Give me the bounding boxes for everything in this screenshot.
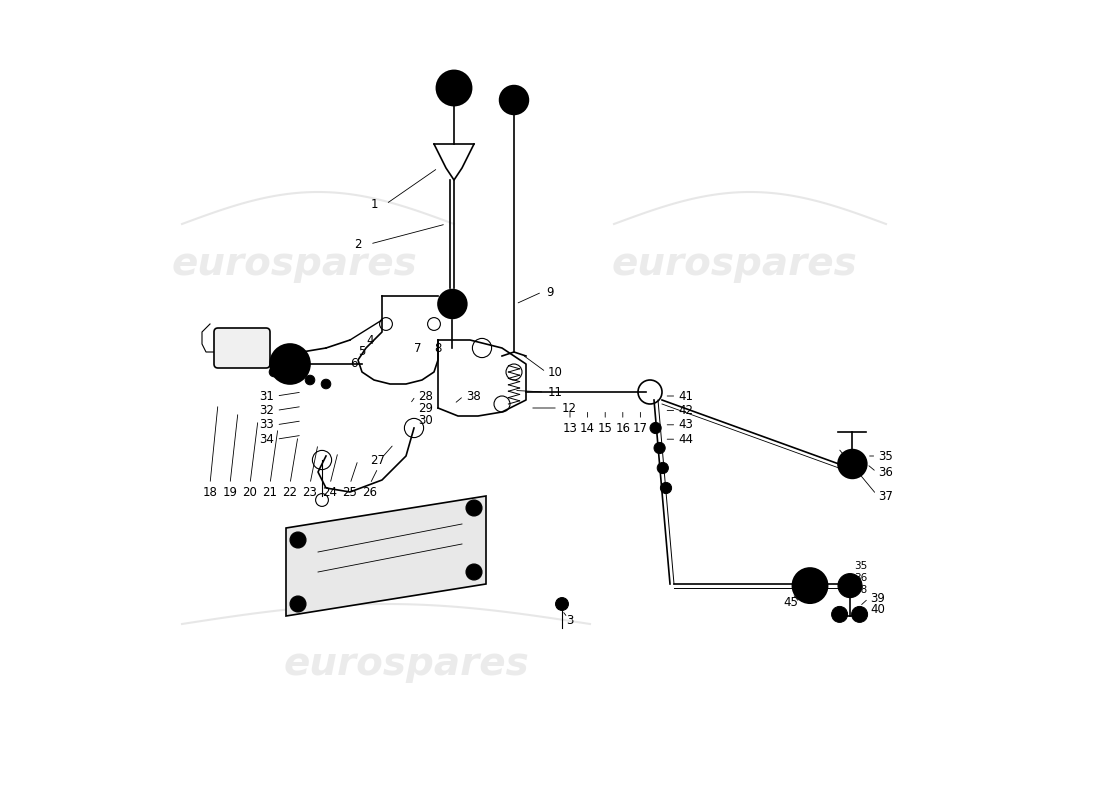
Text: 7: 7 — [415, 342, 421, 354]
Text: 29: 29 — [418, 402, 433, 414]
Circle shape — [801, 576, 820, 595]
Text: 6: 6 — [350, 358, 358, 370]
Text: 5: 5 — [359, 346, 365, 358]
Text: 30: 30 — [418, 414, 432, 426]
Circle shape — [846, 458, 859, 470]
Circle shape — [466, 500, 482, 516]
Text: 41: 41 — [678, 390, 693, 402]
Text: 35: 35 — [878, 450, 893, 462]
Circle shape — [270, 344, 310, 384]
Circle shape — [290, 596, 306, 612]
Circle shape — [270, 367, 278, 377]
Text: 38: 38 — [854, 585, 867, 594]
Circle shape — [657, 462, 669, 474]
Text: 26: 26 — [363, 486, 377, 498]
Text: 38: 38 — [466, 390, 481, 402]
Text: 22: 22 — [283, 486, 297, 498]
Text: 20: 20 — [243, 486, 257, 498]
Text: 9: 9 — [546, 286, 553, 298]
Circle shape — [438, 290, 466, 318]
Text: 25: 25 — [342, 486, 358, 498]
Circle shape — [838, 450, 867, 478]
Circle shape — [278, 352, 303, 376]
Text: eurospares: eurospares — [612, 245, 857, 283]
Text: 18: 18 — [202, 486, 218, 498]
Circle shape — [845, 581, 855, 590]
Circle shape — [290, 532, 306, 548]
Text: 37: 37 — [878, 490, 893, 502]
Text: 42: 42 — [678, 404, 693, 417]
Text: 12: 12 — [562, 402, 578, 414]
Text: 34: 34 — [260, 433, 274, 446]
Text: eurospares: eurospares — [283, 645, 529, 683]
Text: 32: 32 — [260, 404, 274, 417]
Text: 17: 17 — [632, 422, 648, 434]
Circle shape — [792, 568, 827, 603]
Text: 28: 28 — [418, 390, 433, 402]
Text: 4: 4 — [366, 334, 374, 346]
Circle shape — [437, 70, 472, 106]
Text: 16: 16 — [615, 422, 630, 434]
Text: 43: 43 — [678, 418, 693, 431]
Circle shape — [650, 422, 661, 434]
Circle shape — [654, 442, 666, 454]
Text: 33: 33 — [260, 418, 274, 431]
Circle shape — [838, 574, 862, 598]
Text: 3: 3 — [566, 614, 574, 626]
Text: 27: 27 — [371, 454, 385, 466]
Circle shape — [660, 482, 672, 494]
Text: 45: 45 — [783, 596, 798, 609]
Text: 36: 36 — [854, 573, 867, 582]
Text: 23: 23 — [302, 486, 318, 498]
Circle shape — [805, 581, 815, 590]
Text: 36: 36 — [878, 466, 893, 478]
Circle shape — [466, 564, 482, 580]
Text: 15: 15 — [597, 422, 613, 434]
FancyBboxPatch shape — [214, 328, 270, 368]
Text: 2: 2 — [354, 238, 362, 250]
Circle shape — [556, 598, 569, 610]
Text: 35: 35 — [854, 561, 867, 570]
Text: 11: 11 — [548, 386, 562, 398]
Text: 39: 39 — [870, 592, 884, 605]
Polygon shape — [286, 496, 486, 616]
Circle shape — [305, 375, 315, 385]
Text: 1: 1 — [371, 198, 377, 210]
Text: 19: 19 — [222, 486, 238, 498]
Circle shape — [832, 606, 848, 622]
Text: 44: 44 — [678, 433, 693, 446]
Text: eurospares: eurospares — [172, 245, 417, 283]
Text: 24: 24 — [322, 486, 338, 498]
Text: 10: 10 — [548, 366, 562, 378]
Text: 31: 31 — [260, 390, 274, 402]
Text: 13: 13 — [562, 422, 578, 434]
Circle shape — [321, 379, 331, 389]
Text: 14: 14 — [580, 422, 595, 434]
Text: 21: 21 — [263, 486, 277, 498]
Circle shape — [851, 606, 868, 622]
Circle shape — [499, 86, 528, 114]
Text: 40: 40 — [870, 603, 884, 616]
Text: 8: 8 — [434, 342, 442, 354]
